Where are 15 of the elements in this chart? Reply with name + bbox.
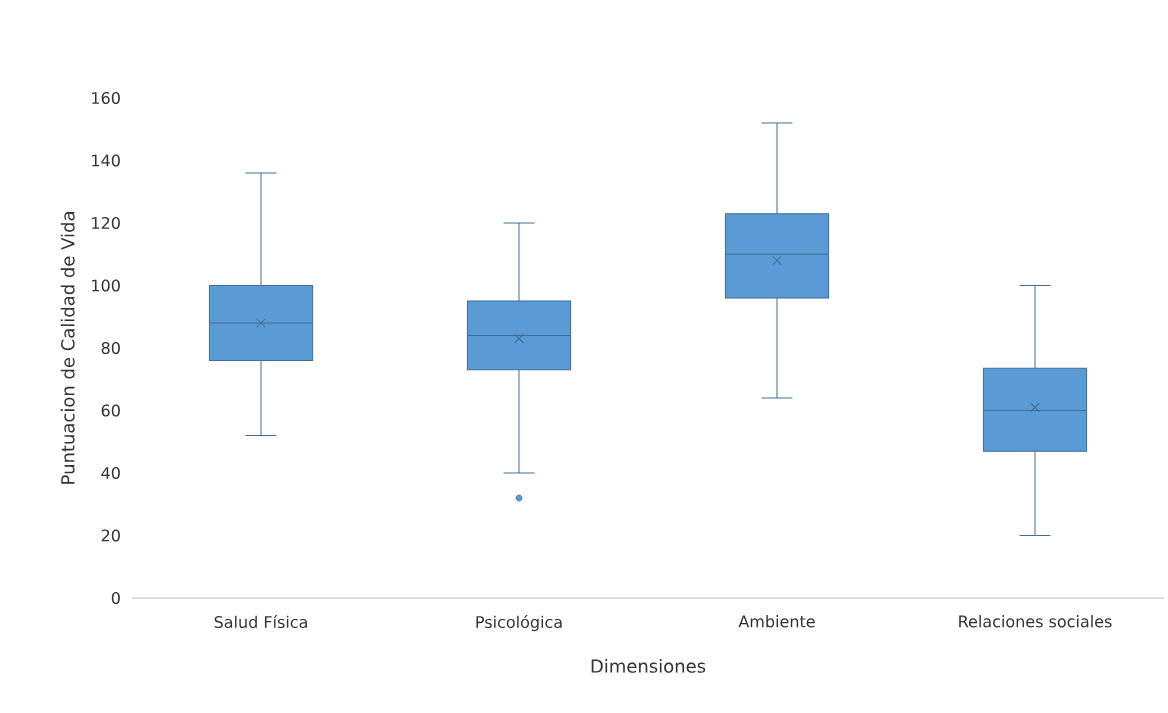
y-tick-label: 20 bbox=[101, 529, 120, 542]
y-tick-label: 60 bbox=[101, 404, 120, 417]
y-tick-label: 100 bbox=[92, 279, 120, 292]
x-tick-label: Psicológica bbox=[476, 615, 562, 632]
y-tick-label: 160 bbox=[92, 91, 120, 105]
y-axis-title: Puntuacion de Calidad de Vida bbox=[60, 212, 75, 484]
y-tick-label: 0 bbox=[111, 591, 120, 605]
x-axis-title: Dimensiones bbox=[591, 658, 706, 673]
y-tick-label: 120 bbox=[92, 216, 120, 230]
y-tick-label: 40 bbox=[101, 466, 120, 480]
x-tick-label: Ambiente bbox=[738, 615, 815, 628]
x-tick-label: Relaciones sociales bbox=[959, 615, 1112, 628]
y-tick-label: 80 bbox=[101, 341, 120, 355]
x-tick-label: Salud Física bbox=[214, 615, 307, 629]
y-tick-label: 140 bbox=[92, 154, 120, 167]
